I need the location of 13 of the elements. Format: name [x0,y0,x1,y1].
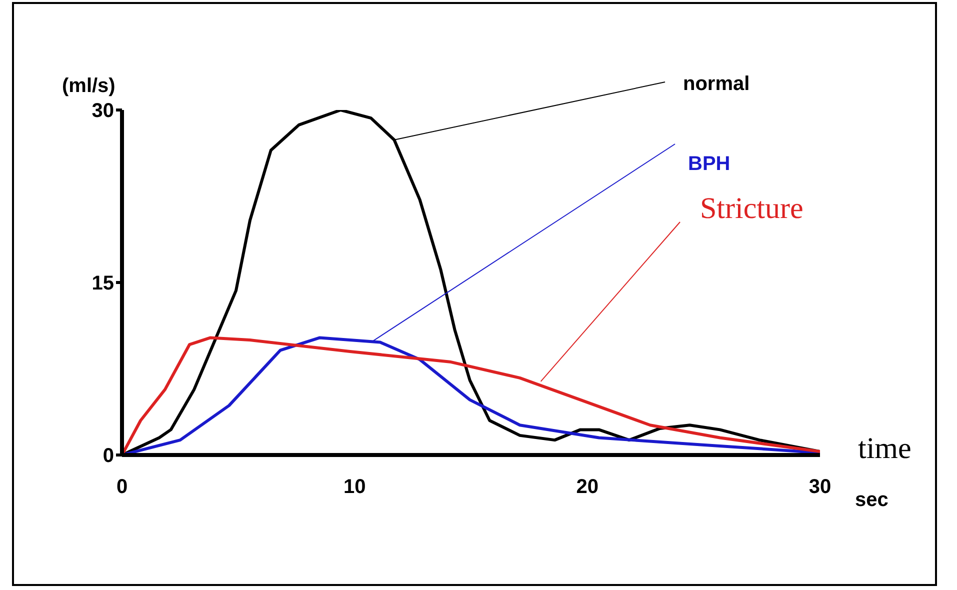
y-tick-label: 0 [102,445,114,468]
x-tick-label: 20 [576,476,598,498]
x-tick-label: 30 [808,476,832,498]
y-tick-label: 30 [92,100,114,122]
annotation: normal [683,73,750,95]
x-axis-title: sec [855,489,888,511]
annotation: BPH [688,153,730,175]
y-axis-title: (ml/s) [62,75,116,97]
text: time [858,432,912,465]
x-tick-label: 10 [344,476,366,498]
x-tick-label: 0 [116,476,128,498]
annotation: Stricture [700,192,804,225]
y-tick-label: 15 [92,272,114,295]
